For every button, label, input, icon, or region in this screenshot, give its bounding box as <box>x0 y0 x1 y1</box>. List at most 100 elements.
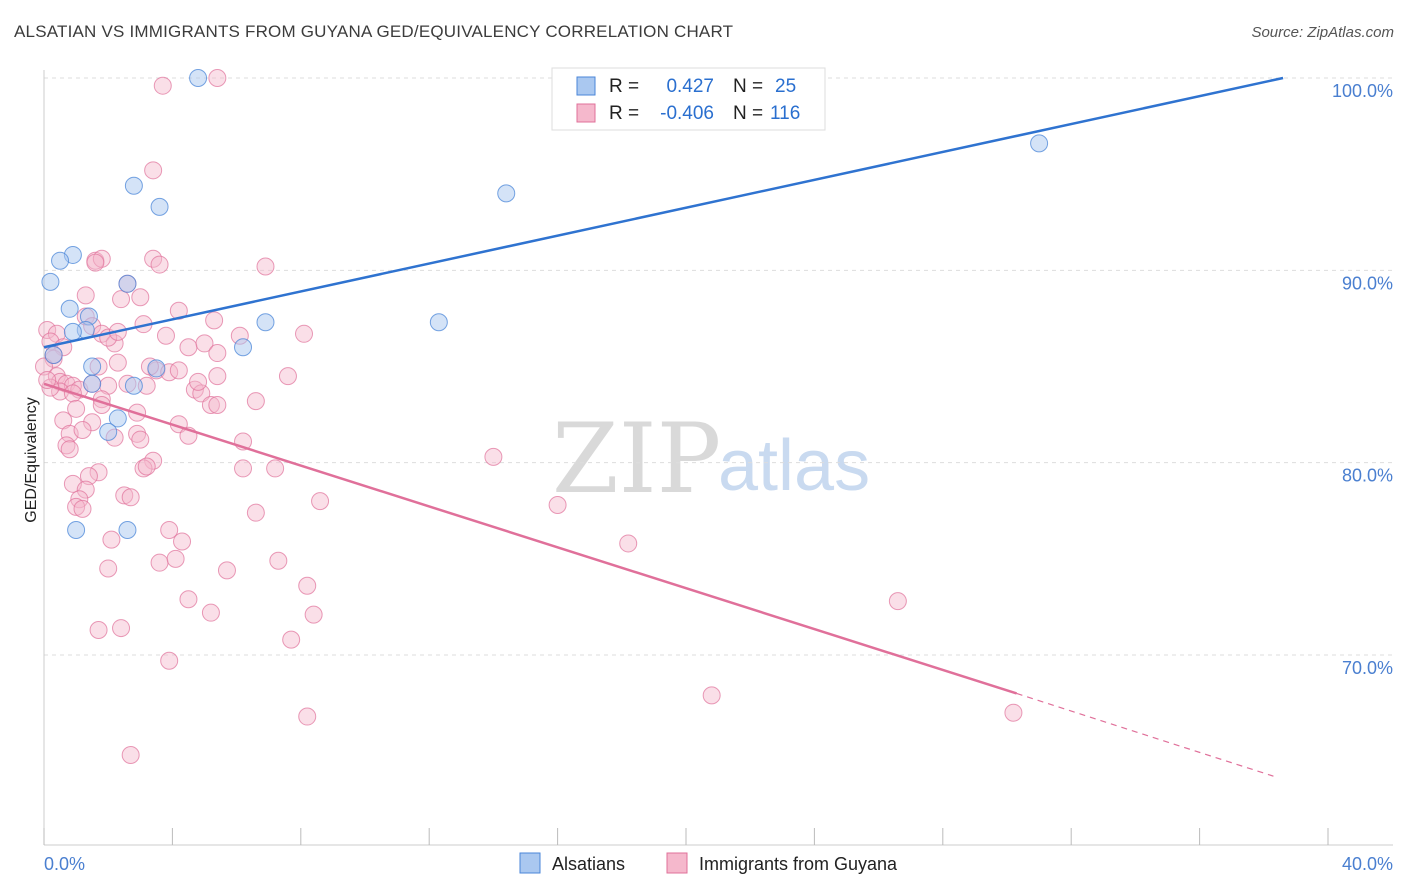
legend-box <box>551 67 826 131</box>
data-point-guyana <box>888 592 907 611</box>
data-point-alsatian <box>189 69 208 87</box>
axes <box>43 70 1393 846</box>
data-point-guyana <box>269 551 288 570</box>
data-point-guyana <box>298 707 317 726</box>
data-point-guyana <box>548 495 567 514</box>
bottom-legend-label-alsatians: Alsatians <box>552 854 625 874</box>
data-point-guyana <box>115 486 134 505</box>
y-tick-label: 80.0% <box>1342 466 1393 486</box>
chart-title: ALSATIAN VS IMMIGRANTS FROM GUYANA GED/E… <box>14 22 734 41</box>
data-point-guyana <box>234 459 253 478</box>
trend-lines <box>43 76 1284 777</box>
data-point-guyana <box>153 76 172 95</box>
data-point-guyana <box>35 357 53 376</box>
bottom-legend-swatch-guyana <box>666 852 688 874</box>
data-point-guyana <box>47 367 66 386</box>
data-point-guyana <box>166 549 185 568</box>
data-point-alsatian <box>83 357 102 376</box>
data-point-guyana <box>156 326 175 345</box>
source-label: Source: ZipAtlas.com <box>1251 24 1394 41</box>
data-point-guyana <box>128 424 147 443</box>
x-ticks <box>43 828 1329 845</box>
data-point-guyana <box>89 620 108 639</box>
data-point-guyana <box>201 603 220 622</box>
data-point-guyana <box>266 459 285 478</box>
data-point-guyana <box>137 457 156 476</box>
y-tick-label: 70.0% <box>1342 658 1393 678</box>
data-point-guyana <box>189 372 208 391</box>
legend-swatch-blue <box>576 76 596 96</box>
data-point-guyana <box>246 392 265 411</box>
data-point-alsatian <box>429 313 448 332</box>
data-point-guyana <box>311 492 330 511</box>
data-point-alsatian <box>41 272 60 291</box>
data-point-guyana <box>38 320 57 339</box>
data-point-alsatian <box>83 374 102 393</box>
data-point-guyana <box>217 561 236 580</box>
legend-swatch-pink <box>576 103 596 123</box>
data-point-guyana <box>83 413 102 432</box>
data-point-guyana <box>208 395 227 414</box>
data-point-guyana <box>208 344 227 363</box>
data-point-guyana <box>298 576 317 595</box>
legend-n-value-2: 116 <box>770 103 800 124</box>
data-point-guyana <box>192 384 211 403</box>
y-tick-label: 100.0% <box>1332 81 1393 101</box>
series-immigrants-from-guyana <box>35 69 1023 765</box>
data-point-alsatian <box>118 520 137 539</box>
data-point-guyana <box>179 338 198 357</box>
series-alsatians <box>41 69 1049 539</box>
trend-line-guyana <box>43 382 1018 695</box>
bottom-legend-label-guyana: Immigrants from Guyana <box>699 854 898 874</box>
data-point-guyana <box>144 161 163 180</box>
data-point-guyana <box>67 497 86 516</box>
legend-r-value-2: -0.406 <box>660 103 714 124</box>
data-point-guyana <box>134 459 153 478</box>
data-point-guyana <box>282 630 301 649</box>
data-point-guyana <box>67 399 86 418</box>
data-point-guyana <box>79 467 98 486</box>
data-point-alsatian <box>67 520 86 539</box>
data-point-guyana <box>131 430 150 449</box>
legend-n-label-1: N = <box>733 76 763 97</box>
legend-r-value-1: 0.427 <box>666 76 714 97</box>
data-point-guyana <box>38 370 57 389</box>
data-point-guyana <box>150 553 169 572</box>
data-point-guyana <box>278 367 297 386</box>
data-point-guyana <box>102 530 121 549</box>
data-point-guyana <box>169 361 188 380</box>
y-tick-labels: 100.0% 90.0% 80.0% 70.0% <box>1332 81 1393 678</box>
gridlines <box>44 77 1393 656</box>
data-point-alsatian <box>497 184 516 203</box>
data-point-alsatian <box>124 376 143 395</box>
data-point-guyana <box>99 559 118 578</box>
legend-n-label-2: N = <box>733 103 763 124</box>
data-point-guyana <box>89 463 108 482</box>
data-point-guyana <box>256 257 275 276</box>
data-point-guyana <box>76 286 95 305</box>
y-tick-label: 90.0% <box>1342 273 1393 293</box>
data-point-guyana <box>201 395 220 414</box>
data-point-guyana <box>160 651 179 670</box>
data-point-alsatian <box>63 322 82 341</box>
data-point-guyana <box>173 532 192 551</box>
data-point-guyana <box>112 290 131 309</box>
data-point-guyana <box>1004 703 1023 722</box>
bottom-legend: Alsatians Immigrants from Guyana <box>519 852 898 874</box>
data-point-guyana <box>73 499 92 518</box>
data-point-guyana <box>246 503 265 522</box>
data-point-guyana <box>121 746 140 765</box>
data-point-guyana <box>160 520 179 539</box>
data-point-alsatian <box>147 359 166 378</box>
data-point-guyana <box>86 253 105 272</box>
data-point-guyana <box>208 69 227 87</box>
data-point-alsatian <box>118 274 137 293</box>
x-tick-label-max: 40.0% <box>1342 854 1393 874</box>
data-point-guyana <box>179 590 198 609</box>
data-point-alsatian <box>51 251 70 270</box>
legend-r-label-2: R = <box>609 103 639 124</box>
data-point-guyana <box>76 480 95 499</box>
x-tick-label-min: 0.0% <box>44 854 85 874</box>
data-point-guyana <box>108 353 127 372</box>
